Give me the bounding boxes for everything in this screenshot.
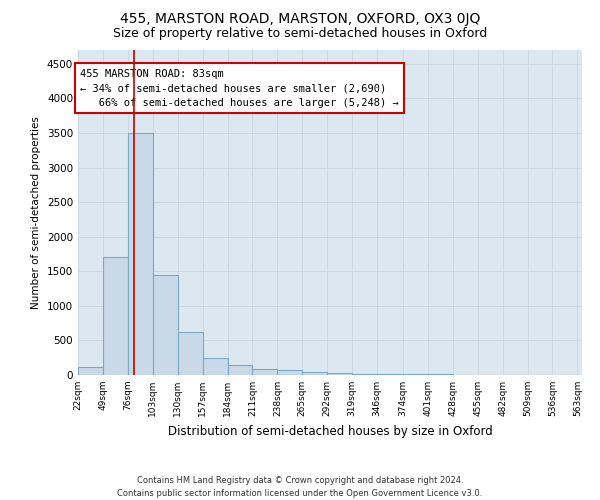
Bar [203,358,227,375]
Bar [227,364,253,375]
Bar [377,374,402,375]
Bar [327,372,352,375]
Bar [352,374,377,375]
Bar [302,372,327,375]
Bar [78,366,103,375]
Bar [153,274,178,375]
Text: 455 MARSTON ROAD: 83sqm
← 34% of semi-detached houses are smaller (2,690)
   66%: 455 MARSTON ROAD: 83sqm ← 34% of semi-de… [80,68,398,108]
Text: Contains HM Land Registry data © Crown copyright and database right 2024.
Contai: Contains HM Land Registry data © Crown c… [118,476,482,498]
Text: Size of property relative to semi-detached houses in Oxford: Size of property relative to semi-detach… [113,28,487,40]
Bar [253,369,277,375]
Bar [277,370,302,375]
Bar [103,258,128,375]
Bar [128,133,153,375]
X-axis label: Distribution of semi-detached houses by size in Oxford: Distribution of semi-detached houses by … [167,424,493,438]
Bar [403,374,428,375]
Bar [428,374,453,375]
Y-axis label: Number of semi-detached properties: Number of semi-detached properties [31,116,41,309]
Text: 455, MARSTON ROAD, MARSTON, OXFORD, OX3 0JQ: 455, MARSTON ROAD, MARSTON, OXFORD, OX3 … [120,12,480,26]
Bar [178,332,203,375]
